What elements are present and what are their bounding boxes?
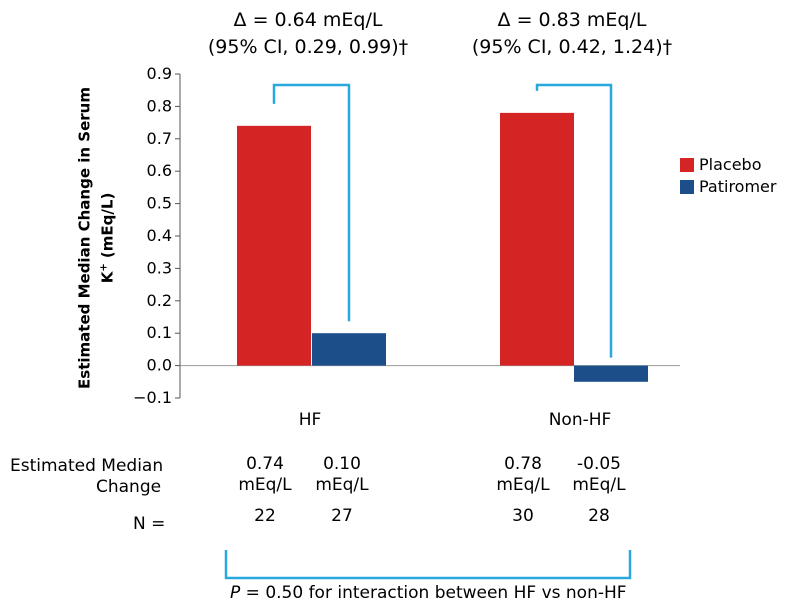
table-cell-hf-patiromer: 0.10 mEq/L 27 <box>302 454 382 527</box>
cell-value: 0.10 <box>323 454 361 474</box>
cell-n: 22 <box>254 506 276 526</box>
y-tick-label: 0.9 <box>147 64 172 83</box>
nonhf-delta: Δ = 0.83 mEq/L <box>497 9 647 31</box>
y-tick-label: 0.5 <box>147 194 172 213</box>
legend-label-placebo: Placebo <box>699 155 762 174</box>
bar-patiromer-non-hf <box>574 365 648 382</box>
y-axis-title-line1: Estimated Median Change in Serum <box>75 87 94 389</box>
y-tick-label: 0.0 <box>147 356 172 375</box>
cell-n: 30 <box>512 506 534 526</box>
y-axis-title-line2: K+ (mEq/L) <box>95 87 118 389</box>
y-axis-title-k: K <box>98 271 117 284</box>
legend-swatch-patiromer <box>680 180 694 194</box>
delta-bracket-hf <box>272 83 351 322</box>
category-label-hf: HF <box>298 410 322 430</box>
y-tick-label: 0.3 <box>147 258 172 277</box>
y-tick-label: 0.8 <box>147 96 172 115</box>
cell-unit: mEq/L <box>572 475 626 495</box>
row-label-median-line2: Change <box>96 477 162 497</box>
y-tick-label: 0.4 <box>147 226 172 245</box>
table-cell-nonhf-patiromer: -0.05 mEq/L 28 <box>559 454 639 527</box>
y-tick-label: 0.1 <box>147 323 172 342</box>
y-tick-label: 0.2 <box>147 291 172 310</box>
legend-swatch-placebo <box>680 158 694 172</box>
y-tick-label: 0.6 <box>147 161 172 180</box>
brackets <box>224 83 632 580</box>
interaction-p-value: P = 0.50 for interaction between HF vs n… <box>230 583 627 603</box>
hf-delta: Δ = 0.64 mEq/L <box>233 9 383 31</box>
p-symbol: P <box>230 583 241 603</box>
y-axis-title-unit: (mEq/L) <box>98 192 117 264</box>
cell-n: 27 <box>331 506 353 526</box>
table-cell-nonhf-placebo: 0.78 mEq/L 30 <box>483 454 563 527</box>
row-label-median-line1: Estimated Median <box>10 456 164 476</box>
cell-value: -0.05 <box>577 454 621 474</box>
y-axis-title-sup: + <box>98 263 110 272</box>
interaction-text: = 0.50 for interaction between HF vs non… <box>240 583 627 603</box>
cell-value: 0.78 <box>504 454 542 474</box>
delta-bracket-non-hf <box>535 83 613 358</box>
cell-unit: mEq/L <box>315 475 369 495</box>
cell-value: 0.74 <box>246 454 284 474</box>
row-label-n: N = <box>133 514 166 534</box>
category-label-nonhf: Non-HF <box>548 410 612 430</box>
nonhf-delta-annotation: Δ = 0.83 mEq/L (95% CI, 0.42, 1.24)† <box>452 8 692 59</box>
y-tick-label: 0.7 <box>147 129 172 148</box>
bars <box>237 112 648 382</box>
table-cell-hf-placebo: 0.74 mEq/L 22 <box>225 454 305 527</box>
cell-unit: mEq/L <box>496 475 550 495</box>
nonhf-ci: (95% CI, 0.42, 1.24)† <box>471 36 673 58</box>
cell-n: 28 <box>588 506 610 526</box>
interaction-bracket <box>224 550 632 580</box>
hf-delta-annotation: Δ = 0.64 mEq/L (95% CI, 0.29, 0.99)† <box>188 8 428 59</box>
cell-unit: mEq/L <box>238 475 292 495</box>
hf-ci: (95% CI, 0.29, 0.99)† <box>207 36 409 58</box>
bar-placebo-hf <box>237 125 311 366</box>
row-label-median-change: Estimated Median Change <box>10 456 163 498</box>
bar-placebo-non-hf <box>500 112 574 366</box>
y-axis: 0.9 0.8 0.7 0.6 0.5 0.4 0.3 0.2 0.1 0.0 −0.1 <box>133 64 680 407</box>
bar-patiromer-hf <box>312 333 386 366</box>
legend-label-patiromer: Patiromer <box>699 177 777 196</box>
y-tick-label: −0.1 <box>133 388 172 407</box>
